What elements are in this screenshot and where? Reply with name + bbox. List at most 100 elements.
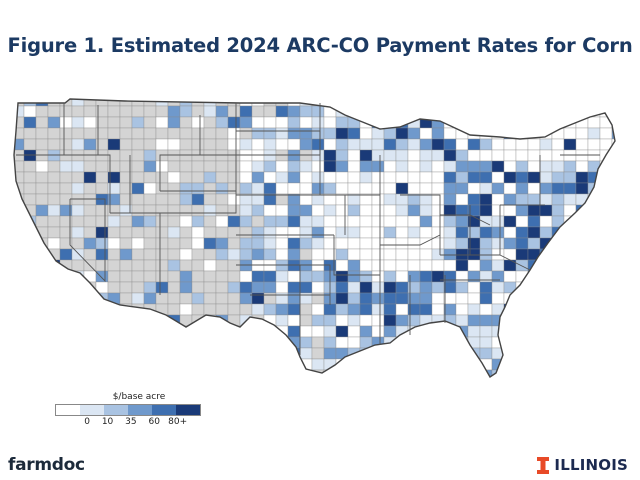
legend-swatch-0	[56, 405, 80, 415]
county-cell	[479, 149, 493, 162]
county-cell	[47, 336, 61, 349]
county-cell	[131, 193, 145, 206]
county-cell	[131, 336, 145, 349]
county-cell	[563, 325, 577, 338]
county-cell	[311, 270, 325, 283]
county-cell	[299, 204, 313, 217]
county-cell	[551, 270, 565, 283]
county-cell	[347, 270, 361, 283]
county-cell	[23, 226, 37, 239]
county-cell	[215, 270, 229, 283]
county-cell	[251, 149, 265, 162]
county-cell	[107, 314, 121, 327]
county-cell	[179, 358, 193, 371]
county-cell	[636, 370, 640, 381]
county-cell	[215, 171, 229, 184]
county-cell	[287, 171, 301, 184]
county-cell	[575, 127, 589, 140]
county-cell	[515, 127, 529, 140]
county-cell	[431, 99, 445, 107]
county-cell	[71, 303, 85, 316]
county-cell	[563, 193, 577, 206]
county-cell	[455, 171, 469, 184]
county-cell	[491, 160, 505, 173]
county-cell	[59, 347, 73, 360]
county-cell	[203, 248, 217, 261]
county-cell	[239, 138, 253, 151]
county-cell	[23, 215, 37, 228]
county-cell	[431, 182, 445, 195]
county-cell	[155, 226, 169, 239]
county-cell	[480, 381, 492, 385]
county-cell	[420, 381, 432, 385]
county-cell	[263, 369, 277, 377]
county-cell	[515, 99, 529, 107]
county-cell	[504, 381, 516, 385]
county-cell	[455, 314, 469, 327]
county-cell	[443, 193, 457, 206]
county-cell	[503, 149, 517, 162]
county-cell	[527, 369, 541, 377]
county-cell	[383, 237, 397, 250]
county-cell	[371, 369, 385, 377]
county-cell	[107, 336, 121, 349]
county-cell	[215, 160, 229, 173]
county-cell	[611, 314, 615, 327]
county-cell	[191, 215, 205, 228]
county-cell	[479, 292, 493, 305]
county-cell	[575, 336, 589, 349]
county-cell	[275, 259, 289, 272]
county-cell	[143, 193, 157, 206]
county-cell	[467, 314, 481, 327]
county-cell	[59, 325, 73, 338]
county-cell	[251, 270, 265, 283]
county-cell	[575, 237, 589, 250]
county-cell	[575, 270, 589, 283]
county-cell	[263, 138, 277, 151]
county-cell	[167, 259, 181, 272]
county-cell	[347, 303, 361, 316]
county-cell	[539, 149, 553, 162]
us-county-map	[13, 95, 640, 385]
county-cell	[263, 149, 277, 162]
county-cell	[491, 281, 505, 294]
county-cell	[203, 270, 217, 283]
county-cell	[203, 182, 217, 195]
county-cell	[467, 259, 481, 272]
county-cell	[239, 182, 253, 195]
county-cell	[251, 215, 265, 228]
county-cell	[624, 326, 636, 337]
county-cell	[275, 105, 289, 118]
county-cell	[455, 138, 469, 151]
county-cell	[479, 99, 493, 107]
county-cell	[47, 347, 61, 360]
county-cell	[479, 171, 493, 184]
county-cell	[95, 369, 109, 377]
county-cell	[515, 314, 529, 327]
legend-ticks: 0 10 35 60 80+	[55, 417, 201, 429]
county-cell	[468, 381, 480, 385]
county-cell	[636, 381, 640, 385]
county-cell	[131, 281, 145, 294]
county-cell	[455, 99, 469, 107]
county-cell	[383, 226, 397, 239]
county-cell	[611, 160, 615, 173]
county-cell	[636, 95, 640, 106]
county-cell	[335, 193, 349, 206]
county-cell	[239, 204, 253, 217]
county-cell	[383, 270, 397, 283]
county-cell	[491, 171, 505, 184]
county-cell	[383, 116, 397, 129]
county-cell	[191, 99, 205, 107]
county-cell	[491, 116, 505, 129]
county-cell	[131, 369, 145, 377]
county-cell	[311, 182, 325, 195]
county-cell	[275, 149, 289, 162]
county-cell	[551, 105, 565, 118]
county-cell	[23, 171, 37, 184]
county-cell	[407, 171, 421, 184]
county-cell	[347, 138, 361, 151]
county-cell	[287, 138, 301, 151]
county-cell	[275, 138, 289, 151]
county-cell	[359, 248, 373, 261]
